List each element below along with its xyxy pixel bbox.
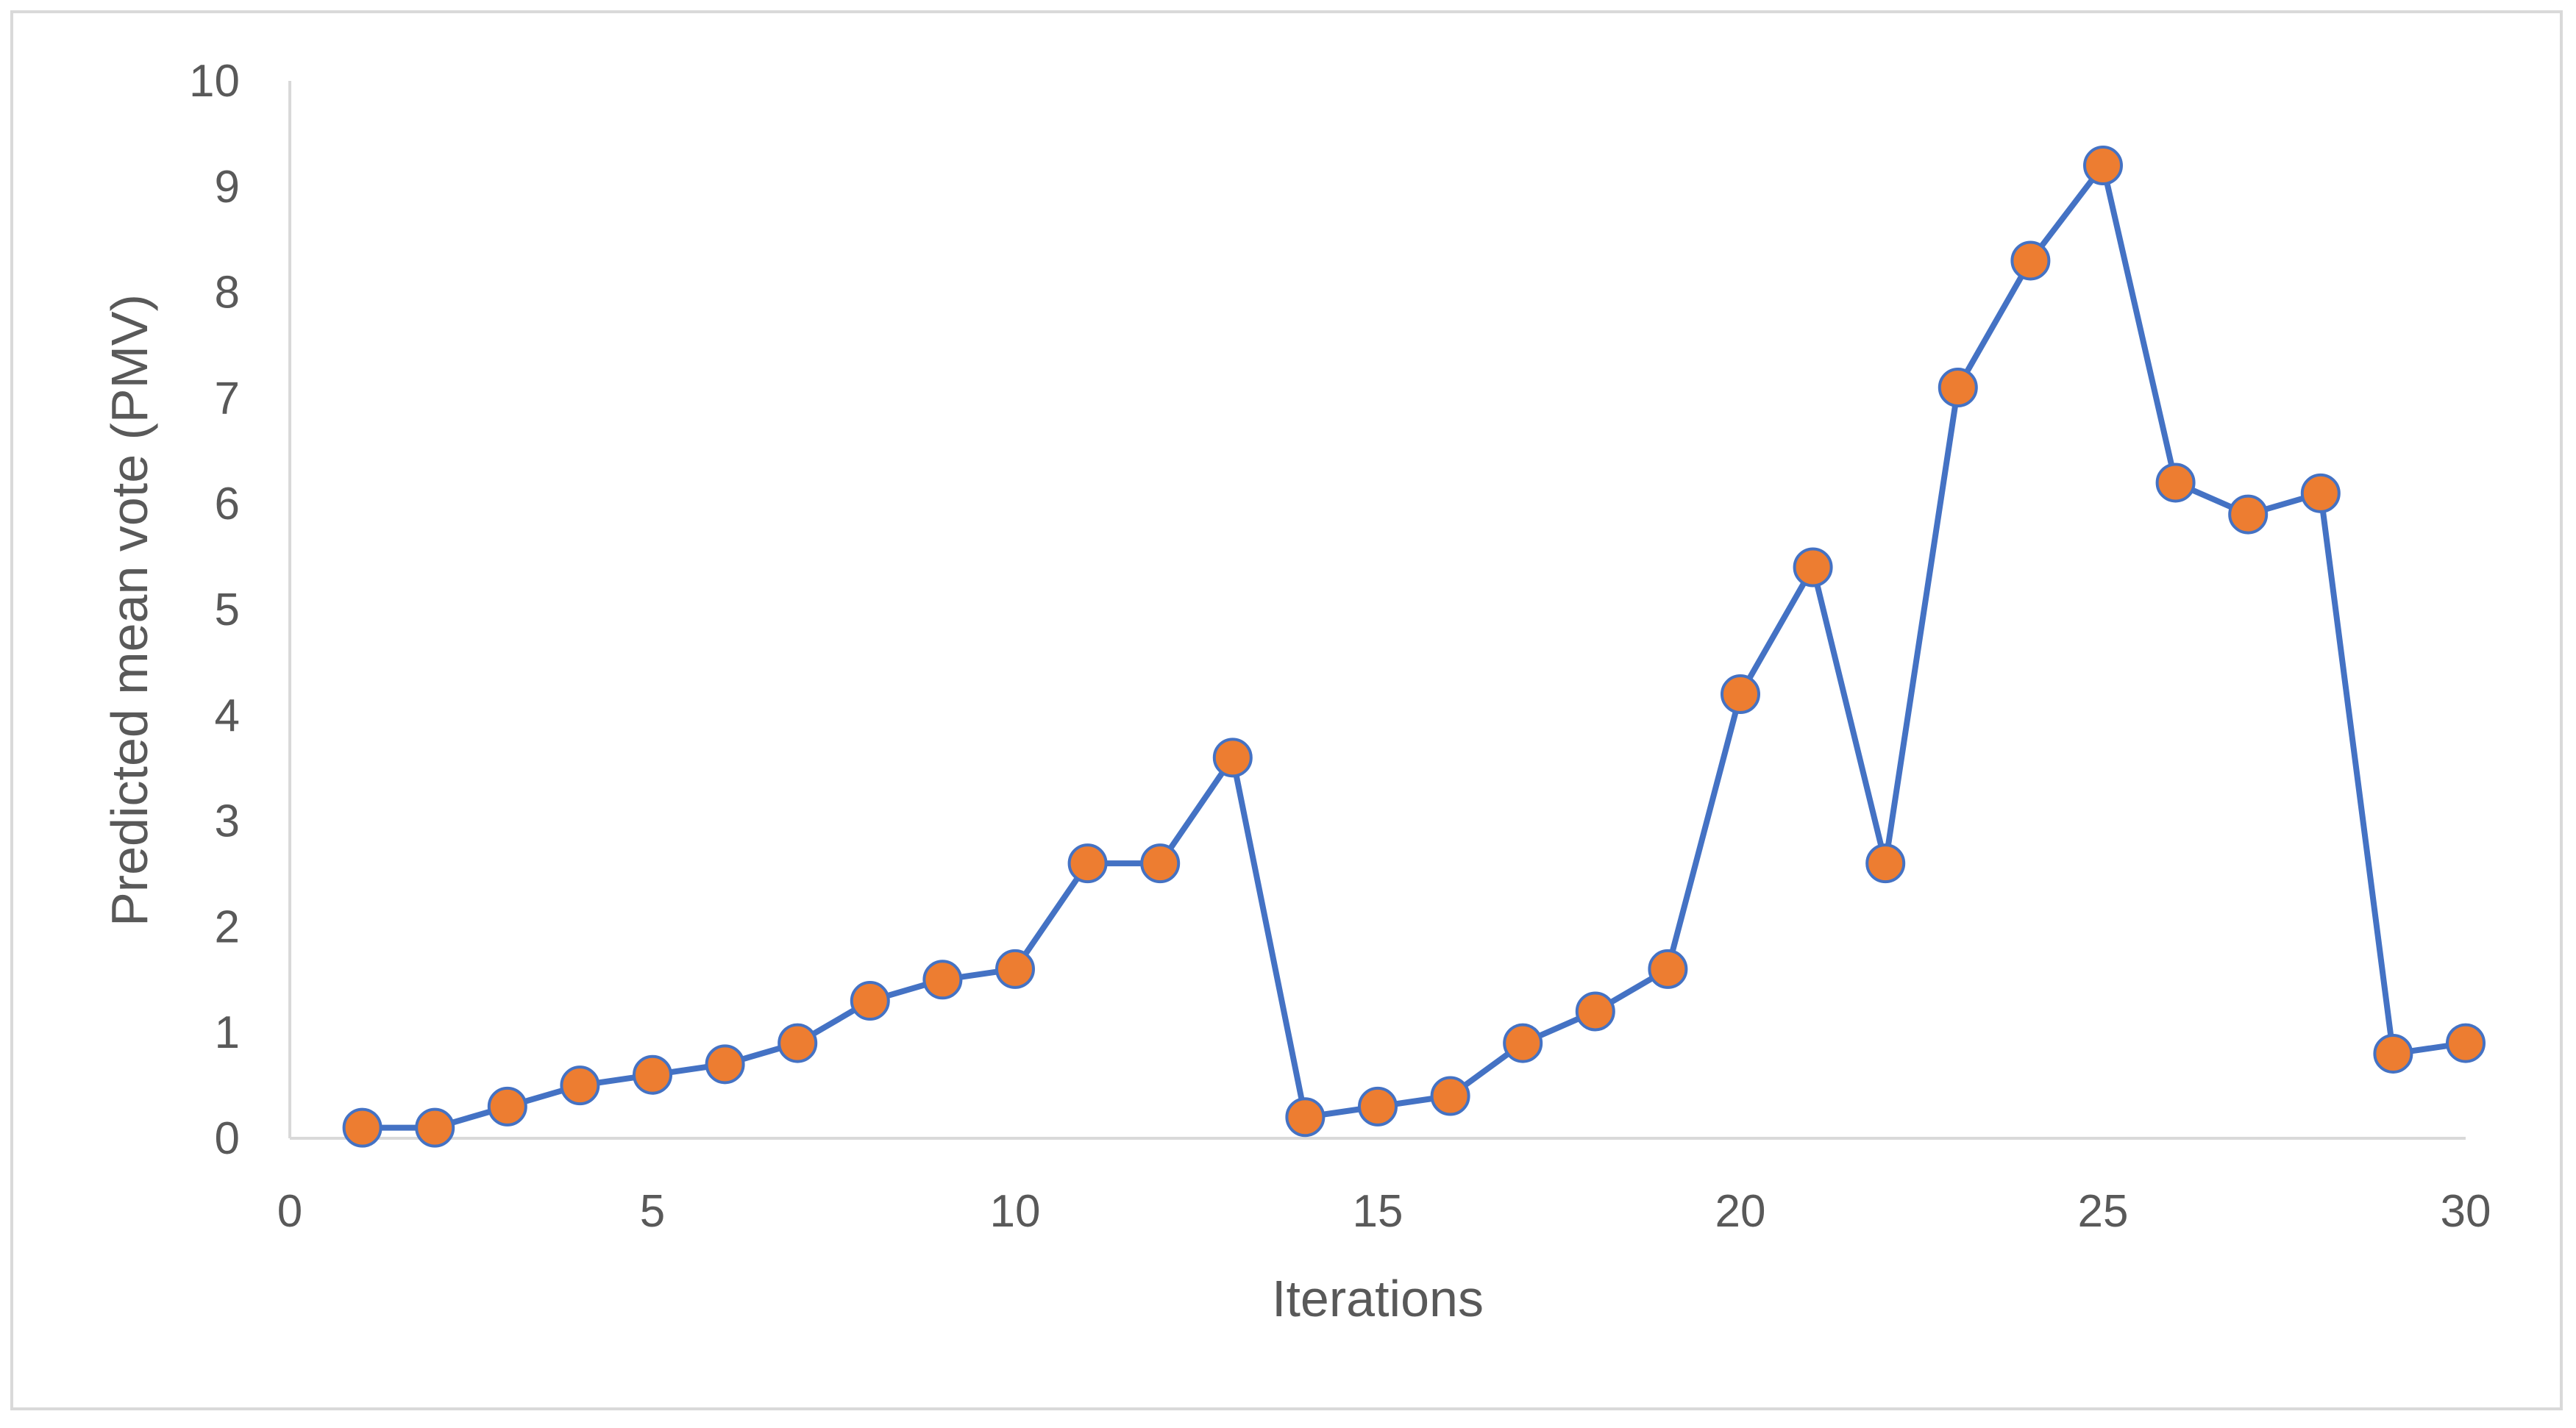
data-point	[922, 960, 963, 1000]
tick-labels: 0 5 10 15 20 25 30 0 1 2 3 4 5 6 7 8 9 10	[189, 56, 2491, 1237]
data-point	[705, 1044, 745, 1085]
y-tick-label: 1	[215, 1007, 240, 1058]
series-line	[362, 163, 2466, 1131]
data-point	[1358, 1086, 1398, 1127]
data-point	[415, 1107, 455, 1148]
data-point	[560, 1065, 600, 1106]
data-point	[1721, 674, 1760, 715]
data-point	[342, 1107, 383, 1148]
data-point	[1430, 1076, 1470, 1116]
data-point	[1575, 991, 1615, 1032]
data-point	[2010, 240, 2051, 281]
data-point	[633, 1054, 672, 1095]
data-point	[1285, 1097, 1326, 1138]
y-axis-title: Predicted mean vote (PMV)	[101, 294, 158, 927]
y-tick-label: 8	[215, 268, 240, 318]
data-point	[1503, 1023, 1543, 1063]
data-point	[995, 949, 1035, 989]
x-tick-label: 15	[1353, 1186, 1403, 1237]
y-tick-label: 6	[215, 479, 240, 529]
data-point	[1648, 949, 1688, 989]
data-point	[778, 1023, 818, 1063]
y-tick-label: 3	[215, 796, 240, 847]
data-point	[1067, 843, 1108, 884]
x-tick-label: 0	[277, 1186, 302, 1237]
data-point	[1865, 843, 1906, 884]
x-axis-title: Iterations	[1272, 1270, 1484, 1327]
y-tick-label: 0	[215, 1113, 240, 1164]
y-tick-label: 10	[189, 56, 240, 107]
y-tick-label: 2	[215, 902, 240, 952]
data-point	[850, 981, 890, 1021]
data-point	[2083, 146, 2123, 186]
axes	[288, 81, 2466, 1140]
series	[342, 146, 2486, 1148]
data-point	[1938, 368, 1978, 408]
x-tick-label: 5	[640, 1186, 665, 1237]
y-tick-label: 9	[215, 162, 240, 213]
x-tick-label: 25	[2078, 1186, 2129, 1237]
data-point	[2228, 494, 2269, 535]
x-tick-label: 10	[990, 1186, 1041, 1237]
y-tick-label: 7	[215, 373, 240, 424]
data-point	[2155, 463, 2196, 503]
data-point	[2373, 1033, 2413, 1074]
x-tick-label: 20	[1715, 1186, 1766, 1237]
y-tick-label: 5	[215, 585, 240, 635]
data-point	[2446, 1023, 2486, 1063]
data-point	[1140, 843, 1181, 884]
x-tick-label: 30	[2441, 1186, 2491, 1237]
data-point	[487, 1086, 527, 1127]
data-point	[2300, 473, 2341, 513]
chart-frame	[10, 10, 2563, 1410]
data-point	[1212, 738, 1253, 778]
data-point	[1793, 547, 1833, 588]
y-tick-label: 4	[215, 690, 240, 741]
